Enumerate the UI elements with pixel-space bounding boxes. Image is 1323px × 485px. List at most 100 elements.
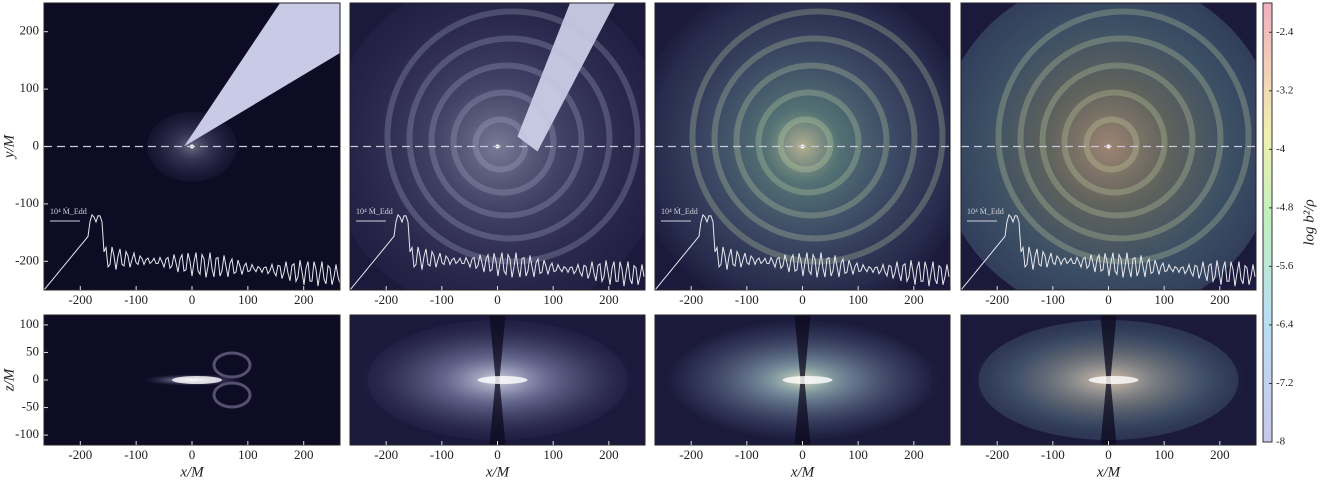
panel-image: 10⁴ Ṁ_Edd xyxy=(44,3,340,290)
x-tick-label: 100 xyxy=(238,447,258,462)
x-tick-label: -100 xyxy=(124,292,148,307)
colorbar-tick-label: -8 xyxy=(1276,436,1286,448)
x-tick-label: 100 xyxy=(238,292,258,307)
x-tick-label: 100 xyxy=(543,447,563,462)
panel-image xyxy=(655,315,950,445)
x-tick-label: 0 xyxy=(494,447,501,462)
x-tick-label: 0 xyxy=(494,292,501,307)
x-tick-label: 100 xyxy=(1154,292,1174,307)
y-axis-label: z/M xyxy=(1,367,17,392)
swirl-ring xyxy=(1017,35,1224,242)
swirl-ring xyxy=(777,116,834,173)
lobe xyxy=(212,351,252,379)
x-tick-label: 0 xyxy=(799,292,806,307)
x-tick-label: 200 xyxy=(294,292,314,307)
colorbar-tick-label: -5.6 xyxy=(1276,260,1294,272)
swirl-ring xyxy=(450,89,557,196)
light-curve xyxy=(44,213,340,290)
x-axis-label: x/M xyxy=(485,464,511,480)
swirl-ring xyxy=(755,89,862,196)
x-tick-label: -200 xyxy=(679,292,703,307)
core xyxy=(172,376,222,384)
swirl-ring xyxy=(1061,89,1168,196)
colorbar-tick-label: -7.2 xyxy=(1276,377,1293,389)
colorbar-tick-label: -2.4 xyxy=(1276,26,1294,38)
annotation: 10⁴ Ṁ_Edd xyxy=(356,207,393,216)
swirl-ring xyxy=(1039,62,1196,219)
swirl-ring xyxy=(472,116,529,173)
annotation: 10⁴ Ṁ_Edd xyxy=(967,207,1004,216)
light-curve xyxy=(961,213,1256,290)
swirl-ring xyxy=(1083,116,1140,173)
x-tick-label: -100 xyxy=(430,292,454,307)
x-tick-label: 100 xyxy=(1154,447,1174,462)
y-tick-label: -200 xyxy=(15,252,39,267)
x-tick-label: 0 xyxy=(189,447,196,462)
x-tick-label: -100 xyxy=(124,447,148,462)
core xyxy=(782,376,833,384)
annotation: 10⁴ Ṁ_Edd xyxy=(50,207,87,216)
x-tick-label: 100 xyxy=(848,292,868,307)
x-tick-label: -200 xyxy=(374,447,398,462)
swirl-ring xyxy=(428,62,585,219)
x-tick-label: 0 xyxy=(1105,292,1112,307)
panel-image xyxy=(350,315,645,445)
colorbar-tick-label: -6.4 xyxy=(1276,318,1294,330)
panel-image: 10⁴ Ṁ_Edd xyxy=(350,3,645,290)
y-tick-label: 200 xyxy=(20,23,40,38)
x-tick-label: 0 xyxy=(1105,447,1112,462)
x-tick-label: 200 xyxy=(1210,292,1230,307)
panel-image xyxy=(44,315,340,445)
x-tick-label: -200 xyxy=(985,292,1009,307)
core xyxy=(1088,376,1139,384)
x-tick-label: -200 xyxy=(68,447,92,462)
x-tick-label: -200 xyxy=(679,447,703,462)
x-tick-label: 100 xyxy=(543,292,563,307)
light-curve xyxy=(350,213,645,290)
panel-image: 10⁴ Ṁ_Edd xyxy=(655,3,950,290)
x-tick-label: -100 xyxy=(1041,447,1065,462)
colorbar-tick-label: -4 xyxy=(1276,143,1286,155)
x-tick-label: -200 xyxy=(68,292,92,307)
y-tick-label: -50 xyxy=(22,399,39,414)
swirl-ring xyxy=(384,8,641,265)
swirl-ring xyxy=(733,62,890,219)
jet xyxy=(184,3,340,147)
swirl-ring xyxy=(711,35,918,242)
x-tick-label: -100 xyxy=(1041,292,1065,307)
y-tick-label: -100 xyxy=(15,426,39,441)
x-tick-label: -100 xyxy=(735,292,759,307)
x-tick-label: -200 xyxy=(985,447,1009,462)
y-tick-label: 100 xyxy=(20,316,40,331)
x-tick-label: 200 xyxy=(1210,447,1230,462)
y-tick-label: 50 xyxy=(26,343,39,358)
x-axis-label: x/M xyxy=(1096,464,1122,480)
y-axis-label: y/M xyxy=(1,133,17,160)
colorbar-label: log b²/ρ xyxy=(1301,199,1317,245)
x-tick-label: 100 xyxy=(848,447,868,462)
y-tick-label: 0 xyxy=(33,137,40,152)
colorbar xyxy=(1262,2,1273,443)
y-tick-label: 0 xyxy=(33,371,40,386)
lobe xyxy=(212,381,252,409)
colorbar-tick-label: -3.2 xyxy=(1276,84,1293,96)
core xyxy=(477,376,528,384)
x-axis-label: x/M xyxy=(790,464,816,480)
panel-image: 10⁴ Ṁ_Edd xyxy=(961,3,1256,290)
x-tick-label: 0 xyxy=(799,447,806,462)
jet xyxy=(517,3,615,152)
x-tick-label: 200 xyxy=(294,447,314,462)
light-curve xyxy=(655,213,950,290)
swirl-ring xyxy=(406,35,613,242)
x-tick-label: 200 xyxy=(904,447,924,462)
colorbar-tick-label: -4.8 xyxy=(1276,201,1294,213)
x-tick-label: -100 xyxy=(735,447,759,462)
swirl-ring xyxy=(689,8,946,265)
swirl-ring xyxy=(995,8,1252,265)
x-tick-label: 200 xyxy=(904,292,924,307)
x-tick-label: -200 xyxy=(374,292,398,307)
panel-image xyxy=(961,315,1256,445)
x-tick-label: 200 xyxy=(599,292,619,307)
